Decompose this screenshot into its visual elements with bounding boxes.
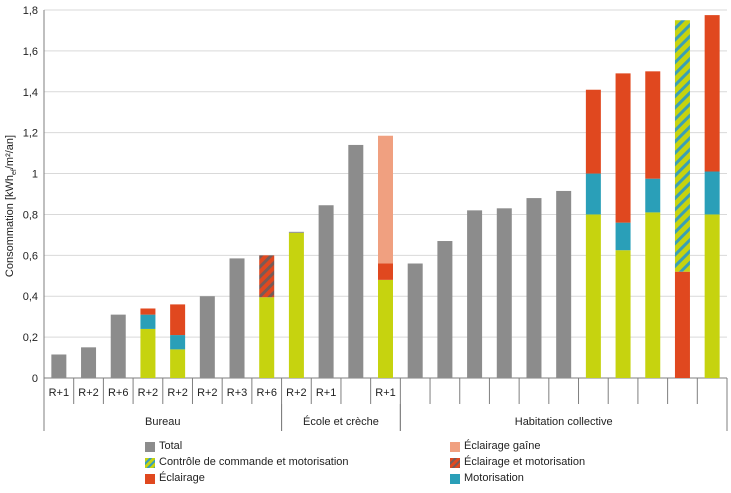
bar-segment-ctrl-solid [140,328,156,378]
y-tick-label: 0,6 [23,250,38,262]
legend-swatch-eclairage-motorisation [450,457,460,468]
bar-segment-total [81,347,97,378]
bar-segment-ctrl-solid [259,297,275,378]
bar-segment-ctrl-solid [645,212,661,378]
legend-label: Éclairage gaîne [464,440,541,452]
legend-label: Éclairage [159,472,205,484]
bar-segment-motorisation [615,222,631,251]
legend-item-total: Total [145,440,182,453]
y-tick-label: 1,6 [23,46,38,58]
x-category-label: R+2 [167,387,188,399]
bar-segment-total [51,354,67,378]
legend-label: Éclairage et motorisation [464,456,586,468]
legend-label: Contrôle de commande et motorisation [159,456,349,468]
legend-swatch-eclairage-gaine [450,441,460,452]
bar-segment-eclairage [585,89,601,174]
bar-segment-ctrl-solid [615,250,631,378]
y-tick-label: 0,4 [23,291,38,303]
bars [51,15,720,378]
bar-segment-total [318,205,334,378]
bar-segment-total [556,190,572,378]
legend-item-eclairage-motorisation: Éclairage et motorisation [450,456,585,469]
bar-segment-eclairage [170,304,186,336]
y-tick-label: 1 [32,169,38,181]
bar-segment-motorisation [170,335,186,350]
legend-label: Total [159,440,183,452]
x-group-label: Habitation collective [515,416,613,428]
y-tick-label: 0,8 [23,209,38,221]
legend-swatch-controle-motorisation [145,457,155,468]
axes: 0 0,2 0,4 0,6 0,8 1 1,2 1,4 1,6 1,8 R+1 R+2 R+6 R+2 R+… [23,5,728,431]
bar-segment-motorisation [140,314,156,329]
legend-label: Motorisation [464,472,524,484]
x-group-label: École et crèche [303,415,379,428]
y-axis-label-subscript: ef [11,169,18,175]
bar-segment-motorisation [704,171,720,215]
y-tick-label: 0,2 [23,332,38,344]
bar-segment-total [437,241,453,378]
bar-segment-total [467,210,483,378]
bar-segment-total [496,208,512,378]
y-axis-label: Consommation [kWhef/m²/an] [4,135,18,277]
y-tick-label: 1,2 [23,128,38,140]
y-tick-label: 1,8 [23,5,38,17]
x-category-label: R+2 [286,387,307,399]
y-tick-label: 1,4 [23,87,38,99]
bar-segment-eclairage-gaine [378,135,393,264]
legend-item-controle-motorisation: Contrôle de commande et motorisation [145,456,349,469]
x-category-label: R+2 [138,387,159,399]
bar-segment-total [110,314,126,378]
y-tick-label: 0 [32,373,38,385]
bar-segment-ctrl-solid [585,214,601,378]
bar-segment-motorisation [645,178,661,213]
bar-segment-ctrl-solid [170,349,186,378]
bar-segment-ctrl-solid [288,232,304,378]
legend-swatch-motorisation [450,473,460,484]
x-category-label: R+1 [316,387,337,399]
bar-segment-eclairage [645,71,661,179]
x-category-label: R+3 [227,387,248,399]
bar-segment-ctrl-solid [704,214,720,378]
bar-segment-controle-motorisation [674,20,690,272]
legend-swatch-eclairage [145,473,155,484]
bar-segment-total [229,258,245,378]
bar-segment-total [288,231,304,233]
legend-swatch-total [145,441,155,452]
x-group-label: Bureau [145,416,180,428]
legend-item-eclairage-gaine: Éclairage gaîne [450,440,540,453]
bar-segment-eclairage [674,271,690,378]
bar-segment-total [199,296,215,378]
bar-segment-total [407,263,423,378]
y-axis-label-tail: /m²/an] [4,135,16,169]
x-category-label: R+6 [108,387,129,399]
bar-segment-eclairage [615,73,631,223]
x-category-label: R+1 [375,387,396,399]
x-category-label: R+2 [197,387,218,399]
bar-segment-total [348,144,364,378]
bar-segment-eclairage-motorisation [259,255,275,298]
bar-segment-total [526,198,542,378]
bar-segment-motorisation [585,173,601,215]
bar-segment-eclairage [378,263,393,280]
bar-segment-eclairage [140,308,156,315]
bar-segment-ctrl-solid [378,279,393,378]
legend-item-motorisation: Motorisation [450,472,524,485]
x-category-label: R+6 [256,387,277,399]
legend-item-eclairage: Éclairage [145,472,205,485]
x-category-label: R+2 [78,387,99,399]
x-category-label: R+1 [49,387,70,399]
bar-segment-eclairage [704,15,720,172]
